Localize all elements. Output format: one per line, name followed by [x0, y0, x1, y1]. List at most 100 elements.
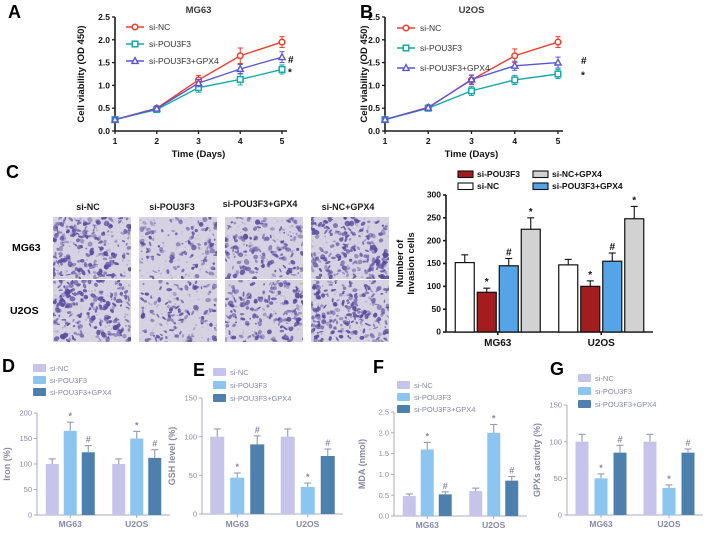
- svg-text:3: 3: [196, 136, 201, 146]
- svg-text:#: #: [581, 56, 587, 67]
- svg-text:1.5: 1.5: [368, 58, 380, 68]
- svg-text:1.0: 1.0: [368, 80, 380, 90]
- svg-text:1.5: 1.5: [379, 449, 389, 458]
- svg-text:si-NC: si-NC: [50, 364, 69, 373]
- svg-text:si-POU3F3: si-POU3F3: [230, 381, 267, 390]
- svg-text:*: *: [235, 462, 239, 472]
- svg-text:0.5: 0.5: [379, 491, 389, 500]
- panel-d-iron-bar-chart: 0 50 100 150 200 Iron (%) MG63 * # U2OS * # si-NC si-…: [0, 358, 188, 533]
- svg-text:#: #: [152, 439, 157, 449]
- svg-text:*: *: [599, 463, 603, 473]
- row-label-u2os: U2OS: [10, 305, 39, 317]
- svg-text:*: *: [529, 207, 533, 218]
- svg-text:GPXs activity (%): GPXs activity (%): [532, 423, 542, 497]
- column-label-si-pou3f3: si-POU3F3: [149, 202, 195, 212]
- svg-text:200: 200: [427, 235, 441, 245]
- svg-text:2.5: 2.5: [379, 408, 389, 417]
- panel-label-c: C: [6, 162, 19, 182]
- svg-text:si-POU3F3+GPX4: si-POU3F3+GPX4: [414, 405, 475, 414]
- svg-text:si-NC+GPX4: si-NC+GPX4: [552, 169, 602, 179]
- svg-text:0: 0: [28, 511, 32, 520]
- svg-text:2.0: 2.0: [368, 35, 380, 45]
- panel-label-g: G: [550, 359, 565, 379]
- svg-text:1.0: 1.0: [379, 470, 389, 479]
- svg-text:#: #: [509, 465, 514, 475]
- svg-text:#: #: [288, 55, 294, 66]
- svg-text:si-POU3F3+GPX4: si-POU3F3+GPX4: [595, 400, 656, 409]
- svg-text:4: 4: [238, 136, 243, 146]
- invasion-image-u2os-si-nc: [50, 277, 133, 347]
- svg-text:50: 50: [24, 485, 32, 494]
- svg-text:si-POU3F3+GPX4: si-POU3F3+GPX4: [149, 56, 219, 66]
- svg-text:1: 1: [113, 136, 118, 146]
- svg-text:#: #: [443, 481, 448, 491]
- svg-text:*: *: [68, 411, 72, 421]
- svg-text:si-POU3F3+GPX4: si-POU3F3+GPX4: [552, 181, 623, 191]
- panel-c-invasion-images: si-NC si-POU3F3 si-POU3F3+GPX4 si-NC+GPX…: [0, 162, 438, 358]
- svg-text:U2OS: U2OS: [482, 520, 505, 530]
- svg-text:1.5: 1.5: [98, 58, 110, 68]
- svg-text:100: 100: [427, 281, 441, 291]
- svg-text:MDA (nmol): MDA (nmol): [357, 439, 367, 489]
- svg-text:*: *: [485, 277, 489, 288]
- svg-text:*: *: [492, 413, 496, 423]
- svg-text:50: 50: [554, 474, 562, 483]
- svg-text:si-NC: si-NC: [420, 23, 441, 33]
- column-label-si-nc-gpx4: si-NC+GPX4: [321, 202, 375, 212]
- svg-text:*: *: [288, 68, 292, 79]
- invasion-image-mg63-si-pou3f3-gpx4: [222, 214, 307, 284]
- panel-label-f: F: [373, 357, 384, 377]
- svg-text:200: 200: [19, 409, 32, 418]
- svg-text:150: 150: [19, 434, 32, 443]
- svg-text:0.0: 0.0: [379, 512, 389, 521]
- svg-text:#: #: [685, 438, 690, 448]
- svg-text:Number of: Number of: [395, 239, 406, 287]
- panel-a-viability-line-chart: 0.0 0.5 1.0 1.5 2.0 2.5 1 2 3 4 5 MG63 Time (Days) Ce…: [0, 0, 355, 168]
- svg-text:150: 150: [549, 401, 562, 410]
- svg-text:Iron (%): Iron (%): [2, 447, 12, 481]
- svg-text:2.5: 2.5: [368, 12, 380, 22]
- svg-text:si-NC: si-NC: [230, 368, 249, 377]
- svg-text:*: *: [588, 270, 592, 281]
- panel-label-d: D: [2, 356, 15, 376]
- svg-text:3: 3: [469, 136, 474, 146]
- column-label-si-pou3f3-gpx4: si-POU3F3+GPX4: [222, 199, 298, 209]
- panel-e-gsh-bar-chart: 0 50 100 150 GSH level (%) MG63 * # U2OS * # si-NC s…: [165, 358, 355, 533]
- svg-text:si-POU3F3: si-POU3F3: [477, 169, 520, 179]
- svg-text:MG63: MG63: [59, 519, 82, 529]
- panel-label-a: A: [8, 2, 21, 22]
- svg-text:si-POU3F3: si-POU3F3: [149, 39, 191, 49]
- svg-text:250: 250: [427, 212, 441, 222]
- invasion-image-mg63-si-nc-gpx4: [309, 215, 390, 284]
- svg-text:5: 5: [556, 136, 561, 146]
- svg-text:1: 1: [383, 136, 388, 146]
- svg-text:si-POU3F3: si-POU3F3: [50, 376, 87, 385]
- svg-text:si-POU3F3: si-POU3F3: [420, 43, 462, 53]
- invasion-image-u2os-si-nc-gpx4: [308, 278, 392, 347]
- svg-text:1.0: 1.0: [98, 80, 110, 90]
- svg-text:#: #: [609, 242, 615, 253]
- svg-text:2: 2: [154, 136, 159, 146]
- svg-text:Cell viability (OD 450): Cell viability (OD 450): [76, 25, 87, 122]
- svg-text:2.0: 2.0: [379, 428, 389, 437]
- svg-text:Invasion cells: Invasion cells: [406, 232, 417, 294]
- svg-text:*: *: [632, 195, 636, 206]
- svg-text:*: *: [135, 420, 139, 430]
- svg-text:#: #: [325, 438, 330, 448]
- svg-text:4: 4: [512, 136, 517, 146]
- svg-text:GSH level (%): GSH level (%): [167, 427, 177, 486]
- svg-text:#: #: [255, 425, 260, 435]
- invasion-image-mg63-si-pou3f3: [138, 215, 220, 284]
- svg-text:2.0: 2.0: [98, 35, 110, 45]
- svg-text:2.5: 2.5: [98, 12, 110, 22]
- svg-text:si-POU3F3+GPX4: si-POU3F3+GPX4: [230, 394, 291, 403]
- svg-text:0.0: 0.0: [98, 126, 110, 136]
- svg-text:Time (Days): Time (Days): [445, 149, 499, 160]
- svg-text:*: *: [306, 472, 310, 482]
- svg-text:100: 100: [184, 432, 197, 441]
- svg-text:U2OS: U2OS: [459, 5, 485, 16]
- column-label-si-nc: si-NC: [76, 202, 100, 212]
- svg-text:U2OS: U2OS: [125, 519, 148, 529]
- svg-text:si-NC: si-NC: [414, 381, 433, 390]
- panel-label-b: B: [360, 2, 373, 22]
